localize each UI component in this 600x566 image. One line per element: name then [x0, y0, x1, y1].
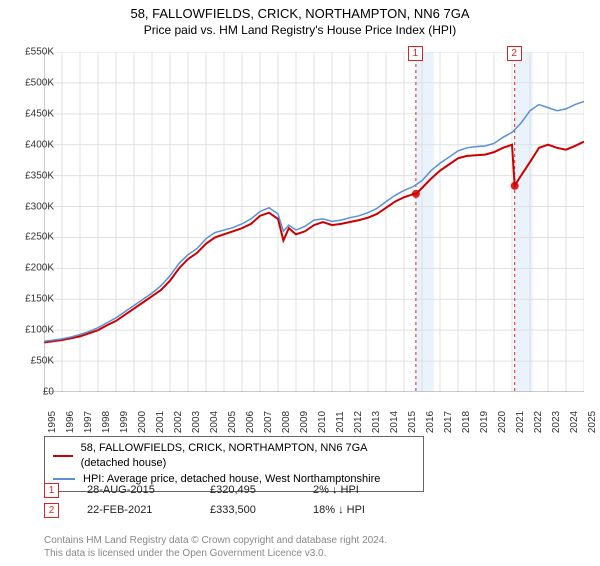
footer-line-1: Contains HM Land Registry data © Crown c…: [44, 534, 387, 547]
sale-row-1: 1 28-AUG-2015 £320,495 2% ↓ HPI: [44, 480, 365, 500]
y-tick-label: £250K: [25, 232, 54, 243]
sale-pct-2: 18% ↓ HPI: [313, 504, 365, 516]
x-tick-label: 2001: [155, 411, 166, 433]
sale-records: 1 28-AUG-2015 £320,495 2% ↓ HPI 2 22-FEB…: [44, 480, 365, 520]
chart-area: [44, 52, 584, 422]
x-tick-label: 2002: [173, 411, 184, 433]
x-tick-label: 2015: [407, 411, 418, 433]
sale-marker-badge: 2: [507, 46, 522, 61]
x-tick-label: 2011: [335, 411, 346, 433]
chart-footer: Contains HM Land Registry data © Crown c…: [44, 534, 387, 560]
y-tick-label: £150K: [25, 294, 54, 305]
x-tick-label: 2019: [479, 411, 490, 433]
sale-pct-1: 2% ↓ HPI: [313, 484, 359, 496]
x-tick-label: 2006: [245, 411, 256, 433]
chart-title: 58, FALLOWFIELDS, CRICK, NORTHAMPTON, NN…: [0, 6, 600, 21]
sale-badge-1: 1: [44, 483, 59, 498]
y-tick-label: £200K: [25, 263, 54, 274]
chart-container: { "title": "58, FALLOWFIELDS, CRICK, NOR…: [0, 6, 600, 566]
x-tick-label: 2008: [281, 411, 292, 433]
x-tick-label: 2009: [299, 411, 310, 433]
sale-badge-2: 2: [44, 503, 59, 518]
sale-price-1: £320,495: [210, 484, 285, 496]
x-tick-label: 2007: [263, 411, 274, 433]
legend-swatch-subject: [53, 455, 73, 457]
y-tick-label: £100K: [25, 325, 54, 336]
x-tick-label: 1996: [65, 411, 76, 433]
chart-subtitle: Price paid vs. HM Land Registry's House …: [0, 23, 600, 37]
x-tick-label: 1997: [83, 411, 94, 433]
y-tick-label: £450K: [25, 108, 54, 119]
x-tick-label: 2023: [551, 411, 562, 433]
y-tick-label: £500K: [25, 77, 54, 88]
x-tick-label: 2017: [443, 411, 454, 433]
y-tick-label: £400K: [25, 139, 54, 150]
legend-label-subject: 58, FALLOWFIELDS, CRICK, NORTHAMPTON, NN…: [81, 441, 415, 472]
x-tick-label: 2003: [191, 411, 202, 433]
y-tick-label: £300K: [25, 201, 54, 212]
x-tick-label: 2013: [371, 411, 382, 433]
y-tick-label: £550K: [25, 47, 54, 58]
y-tick-label: £0: [43, 387, 54, 398]
y-tick-label: £350K: [25, 170, 54, 181]
x-tick-label: 2024: [569, 411, 580, 433]
x-tick-label: 2018: [461, 411, 472, 433]
sale-marker-badge: 1: [408, 46, 423, 61]
x-tick-label: 2022: [533, 411, 544, 433]
sale-row-2: 2 22-FEB-2021 £333,500 18% ↓ HPI: [44, 500, 365, 520]
x-tick-label: 2000: [137, 411, 148, 433]
x-tick-label: 2005: [227, 411, 238, 433]
x-tick-label: 1998: [101, 411, 112, 433]
footer-line-2: This data is licensed under the Open Gov…: [44, 547, 387, 560]
x-tick-label: 2004: [209, 411, 220, 433]
y-tick-label: £50K: [31, 356, 54, 367]
x-tick-label: 1995: [47, 411, 58, 433]
x-tick-label: 2016: [425, 411, 436, 433]
x-tick-label: 2010: [317, 411, 328, 433]
x-tick-label: 2025: [587, 411, 598, 433]
x-tick-label: 1999: [119, 411, 130, 433]
x-tick-label: 2012: [353, 411, 364, 433]
plot-svg: [44, 52, 584, 392]
sale-date-2: 22-FEB-2021: [87, 504, 182, 516]
x-tick-label: 2014: [389, 411, 400, 433]
x-tick-label: 2020: [497, 411, 508, 433]
legend-row-subject: 58, FALLOWFIELDS, CRICK, NORTHAMPTON, NN…: [53, 441, 415, 472]
sale-date-1: 28-AUG-2015: [87, 484, 182, 496]
x-tick-label: 2021: [515, 411, 526, 433]
sale-price-2: £333,500: [210, 504, 285, 516]
